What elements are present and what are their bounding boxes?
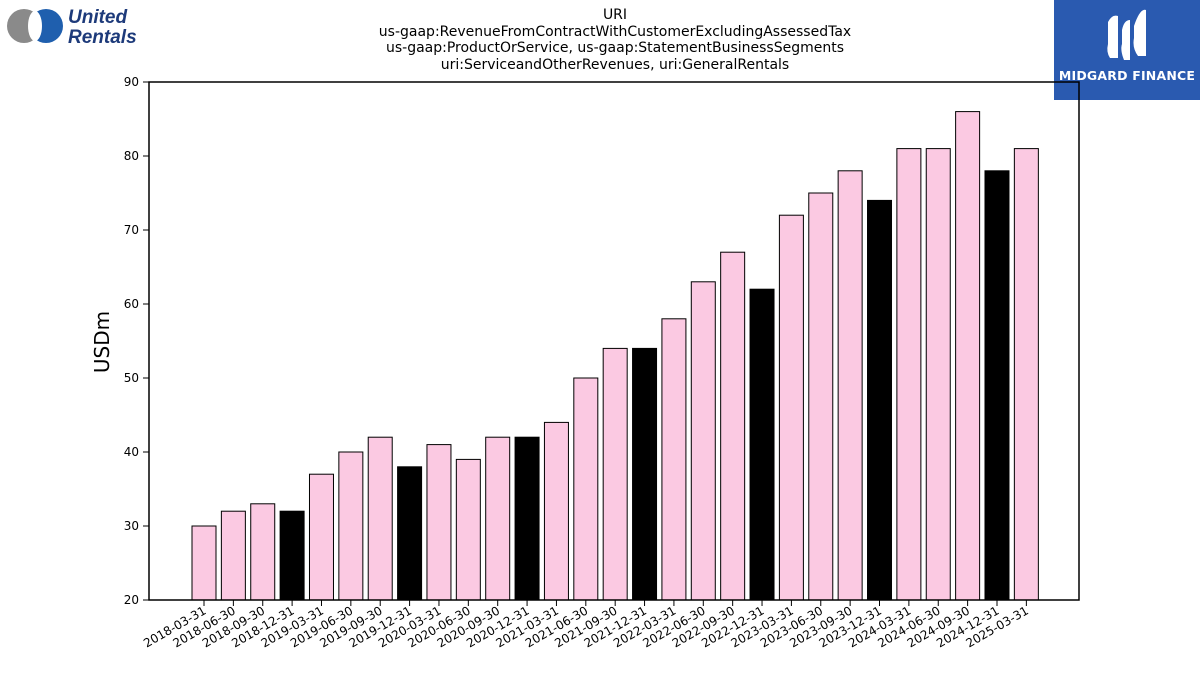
chart-title: URI us-gaap:RevenueFromContractWithCusto…	[265, 7, 965, 73]
y-tick-label: 90	[124, 75, 139, 89]
y-tick-label: 70	[124, 223, 139, 237]
bar	[514, 436, 540, 601]
midgard-emblem-icon	[1107, 9, 1146, 60]
y-axis-label: USDm	[90, 311, 114, 373]
bar	[808, 192, 834, 601]
bar	[191, 525, 217, 601]
y-axis: 20 30 40 50 60 70 80 90	[124, 75, 149, 607]
midgard-finance-logo: MIDGARD FINANCE	[1054, 0, 1200, 100]
y-tick-label: 60	[124, 297, 139, 311]
midgard-finance-name: MIDGARD FINANCE	[1058, 68, 1196, 83]
chart-title-line: us-gaap:ProductOrService, us-gaap:Statem…	[385, 40, 844, 56]
bar	[896, 148, 922, 601]
bar	[426, 444, 452, 601]
bars-group	[191, 111, 1039, 601]
bar	[308, 473, 334, 601]
bar	[955, 111, 981, 601]
bar	[632, 347, 658, 601]
bar	[543, 421, 569, 601]
chart-title-line: URI	[602, 7, 628, 23]
bar	[397, 466, 423, 601]
y-tick-label: 50	[124, 371, 139, 385]
logo-line2: Rentals	[68, 27, 137, 48]
bar	[338, 451, 364, 601]
x-axis: 2018-03-312018-06-302018-09-302018-12-31…	[141, 600, 1031, 650]
bar	[220, 510, 246, 601]
plot-frame	[148, 81, 1080, 601]
y-tick-label: 40	[124, 445, 139, 459]
logo-line1: United	[68, 7, 128, 28]
chart-title-line: us-gaap:RevenueFromContractWithCustomerE…	[378, 23, 852, 40]
bar	[749, 288, 775, 601]
bar	[867, 199, 893, 601]
united-rentals-logo: United Rentals	[6, 6, 156, 48]
bar	[720, 251, 746, 601]
bar	[925, 148, 951, 601]
bar	[984, 170, 1010, 601]
y-tick-label: 80	[124, 149, 139, 163]
bar	[690, 281, 716, 601]
bar	[250, 503, 276, 601]
bar	[279, 510, 305, 601]
chart-title-line: uri:ServiceandOtherRevenues, uri:General…	[440, 56, 790, 73]
bar	[573, 377, 599, 601]
y-tick-label: 20	[124, 593, 139, 607]
bar	[485, 436, 511, 601]
bar	[367, 436, 393, 601]
y-tick-label: 30	[124, 519, 139, 533]
bar	[602, 347, 628, 601]
bar	[778, 214, 804, 601]
bar	[837, 170, 863, 601]
bar	[1013, 148, 1039, 601]
bar	[455, 458, 481, 601]
bar	[661, 318, 687, 601]
